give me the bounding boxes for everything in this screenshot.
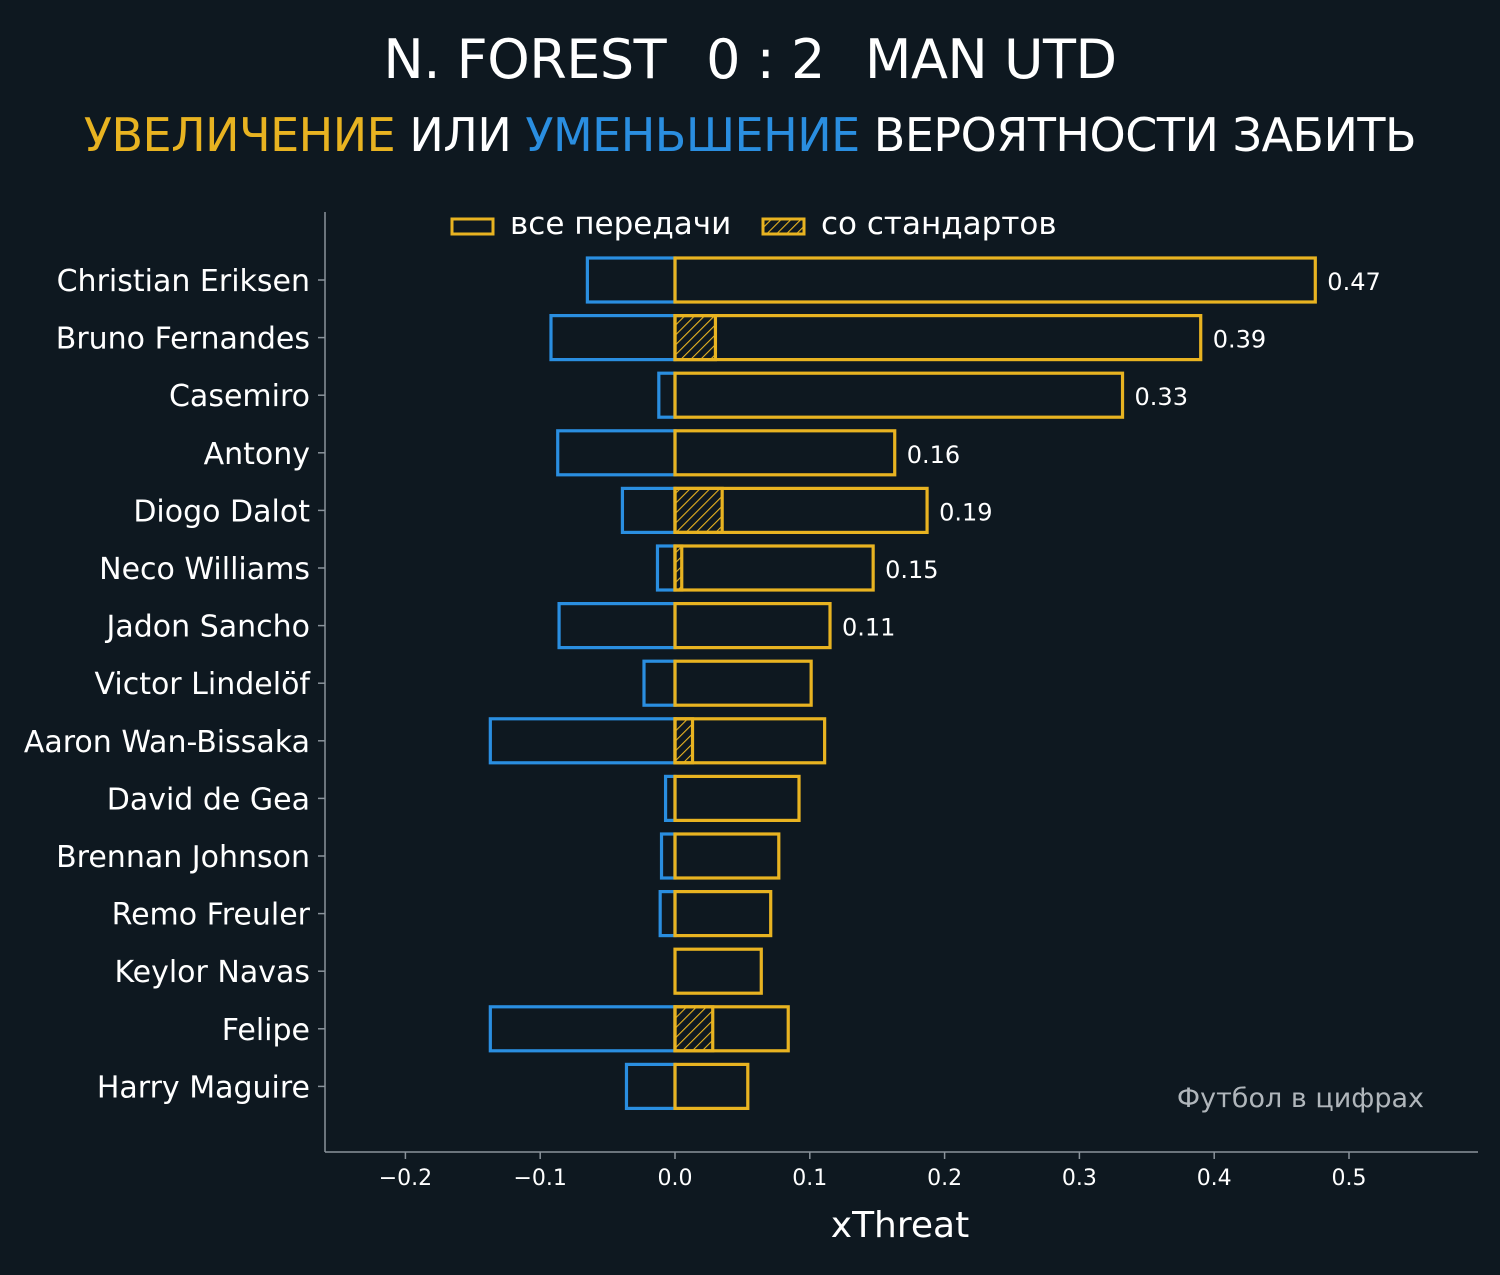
player-name: David de Gea: [107, 782, 310, 817]
bar-positive: [673, 1005, 790, 1053]
bar-negative: [620, 486, 677, 534]
x-tick-label: 0.3: [1062, 1166, 1097, 1191]
bar-negative: [557, 601, 677, 650]
player-name: Aaron Wan-Bissaka: [24, 725, 310, 760]
subtitle-decrease: УМЕНЬШЕНИЕ: [525, 108, 860, 162]
bar-negative: [549, 314, 677, 362]
value-label: 0.15: [885, 556, 938, 584]
bar-positive: [673, 717, 827, 765]
value-label: 0.19: [939, 498, 992, 526]
bar-positive: [673, 256, 1317, 304]
bar-positive: [673, 314, 1203, 362]
bar-negative: [655, 544, 677, 592]
bar-positive: [673, 486, 929, 534]
player-name: Keylor Navas: [114, 955, 310, 990]
x-tick-label: −0.1: [513, 1166, 566, 1191]
bar-negative: [642, 659, 677, 707]
legend-label-all-passes: все передачи: [510, 206, 731, 242]
bar-positive: [673, 774, 801, 823]
bar-positive: [673, 371, 1125, 419]
match-title: N. FOREST 0 : 2 MAN UTD: [0, 28, 1500, 91]
bar-negative: [657, 371, 677, 419]
bar-set-piece: [673, 1005, 715, 1053]
player-name: Jadon Sancho: [105, 610, 310, 645]
subtitle-rest: ВЕРОЯТНОСТИ ЗАБИТЬ: [873, 108, 1417, 162]
bar-negative: [488, 717, 677, 765]
legend: все передачи со стандартов: [450, 206, 1057, 242]
player-name: Casemiro: [169, 379, 310, 414]
bar-positive: [673, 832, 781, 880]
bar-positive: [673, 601, 832, 650]
x-tick-label: 0.1: [792, 1166, 827, 1191]
bar-negative: [556, 429, 677, 477]
player-name: Christian Eriksen: [57, 264, 310, 299]
value-label: 0.33: [1135, 383, 1188, 411]
player-name: Felipe: [222, 1013, 310, 1048]
bar-negative: [488, 1005, 677, 1053]
x-tick-label: −0.2: [379, 1166, 432, 1191]
player-name: Neco Williams: [99, 552, 310, 587]
player-name: Harry Maguire: [97, 1070, 310, 1105]
bar-set-piece: [673, 314, 718, 362]
bar-positive: [673, 659, 813, 707]
away-team: MAN UTD: [864, 28, 1117, 91]
bar-negative: [585, 256, 677, 304]
player-name: Victor Lindelöf: [95, 667, 312, 702]
bar-positive: [673, 889, 773, 938]
bar-positive: [673, 544, 875, 592]
home-team: N. FOREST: [383, 28, 667, 91]
x-axis-label: xThreat: [831, 1205, 969, 1246]
value-label: 0.11: [842, 614, 895, 642]
watermark: Футбол в цифрах: [1177, 1083, 1424, 1114]
subtitle-or: ИЛИ: [409, 108, 512, 162]
player-name: Bruno Fernandes: [56, 322, 310, 357]
score: 0 : 2: [706, 28, 825, 91]
value-label: 0.39: [1213, 326, 1266, 354]
player-name: Brennan Johnson: [56, 840, 310, 875]
x-tick-label: 0.2: [927, 1166, 962, 1191]
legend-label-set-pieces: со стандартов: [821, 206, 1057, 242]
player-name: Diogo Dalot: [133, 494, 310, 529]
x-tick-label: 0.0: [658, 1166, 693, 1191]
labels: Christian Eriksen 0.47 Bruno Fernandes 0.39…: [24, 264, 1381, 1105]
bar-set-piece: [673, 717, 695, 765]
subtitle: УВЕЛИЧЕНИЕ ИЛИ УМЕНЬШЕНИЕ ВЕРОЯТНОСТИ ЗА…: [0, 108, 1500, 162]
value-label: 0.16: [907, 441, 960, 469]
bar-negative: [624, 1062, 677, 1111]
bar-negative: [659, 832, 677, 880]
bars: [488, 256, 1317, 1111]
subtitle-increase: УВЕЛИЧЕНИЕ: [83, 108, 396, 162]
player-name: Antony: [204, 437, 310, 472]
player-name: Remo Freuler: [112, 898, 311, 933]
bar-positive: [673, 429, 897, 477]
x-tick-label: 0.5: [1332, 1166, 1367, 1191]
bar-positive: [673, 947, 763, 995]
bar-set-piece: [673, 486, 724, 534]
x-tick-label: 0.4: [1197, 1166, 1232, 1191]
legend-swatch-all-passes: [450, 217, 495, 236]
value-label: 0.47: [1327, 268, 1380, 296]
axes: −0.2 −0.1 0.0 0.1 0.2 0.3 0.4 0.5: [318, 212, 1478, 1191]
bar-negative: [658, 889, 677, 938]
bar-positive: [673, 1062, 750, 1111]
legend-swatch-set-pieces: [761, 217, 806, 236]
